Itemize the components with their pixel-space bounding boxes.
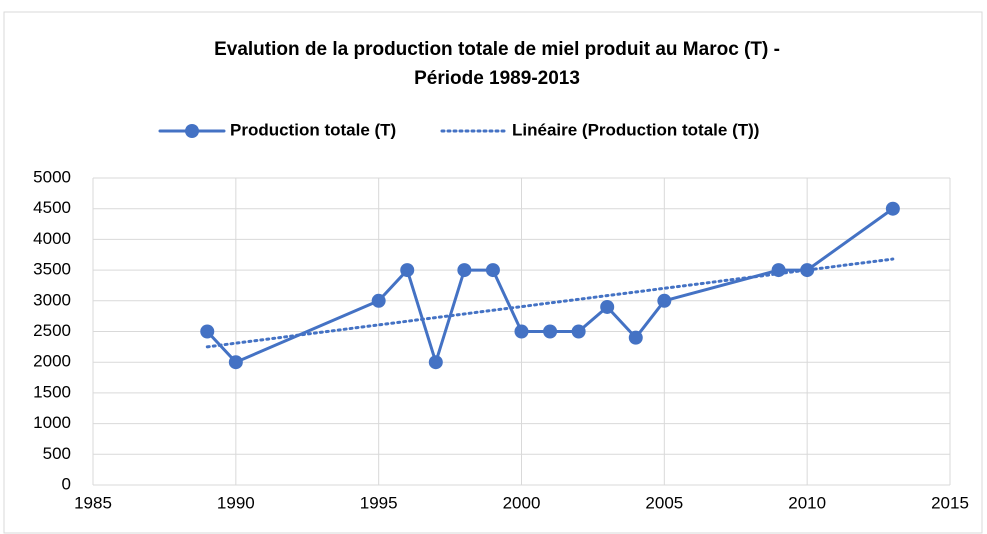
x-tick-label: 1990 (217, 493, 255, 512)
data-point (428, 355, 443, 370)
x-tick-label: 1995 (360, 493, 398, 512)
data-point (885, 201, 900, 216)
data-point (571, 324, 586, 339)
y-tick-label: 2000 (33, 352, 71, 371)
y-tick-label: 500 (43, 444, 71, 463)
data-point (457, 263, 472, 278)
y-tick-label: 4500 (33, 198, 71, 217)
y-tick-label: 2500 (33, 321, 71, 340)
x-tick-label: 2015 (931, 493, 969, 512)
data-point (371, 293, 386, 308)
y-tick-label: 4000 (33, 229, 71, 248)
data-point (200, 324, 215, 339)
data-point (485, 263, 500, 278)
x-tick-label: 2000 (503, 493, 541, 512)
data-point (543, 324, 558, 339)
y-tick-label: 0 (62, 474, 71, 493)
data-point (400, 263, 415, 278)
y-tick-label: 1500 (33, 382, 71, 401)
y-tick-label: 3500 (33, 260, 71, 279)
x-tick-label: 2005 (645, 493, 683, 512)
legend-label: Production totale (T) (230, 120, 396, 139)
data-point (514, 324, 529, 339)
data-point (657, 293, 672, 308)
legend-label: Linéaire (Production totale (T)) (512, 120, 759, 139)
chart-title: Période 1989-2013 (414, 68, 580, 89)
x-tick-label: 2010 (788, 493, 826, 512)
x-tick-label: 1985 (74, 493, 112, 512)
y-tick-label: 1000 (33, 413, 71, 432)
legend-marker (185, 124, 199, 138)
chart-title: Evalution de la production totale de mie… (214, 39, 780, 60)
y-tick-label: 5000 (33, 167, 71, 186)
data-point (600, 299, 615, 314)
y-tick-label: 3000 (33, 290, 71, 309)
trend-line (205, 257, 895, 349)
data-point (228, 355, 243, 370)
data-point (628, 330, 643, 345)
data-line (205, 207, 895, 368)
